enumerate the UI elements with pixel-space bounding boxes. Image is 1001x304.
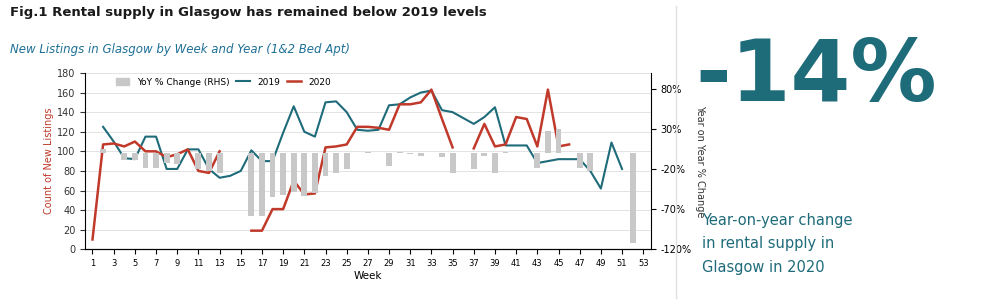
Bar [343,153,349,169]
Bar [481,153,487,156]
Bar [535,153,541,168]
Bar [545,131,551,153]
Bar [333,153,339,173]
Bar [301,153,307,195]
Bar [365,151,370,153]
Bar [470,153,476,169]
Bar [174,153,180,164]
Bar [503,151,509,153]
Bar [588,153,594,171]
Bar [312,153,318,193]
Bar [280,153,286,195]
Bar [439,153,444,157]
Y-axis label: Count of New Listings: Count of New Listings [44,108,54,214]
Text: Year-on-year change
in rental supply in
Glasgow in 2020: Year-on-year change in rental supply in … [702,213,852,275]
Text: New Listings in Glasgow by Week and Year (1&2 Bed Apt): New Listings in Glasgow by Week and Year… [10,43,350,56]
Legend: YoY % Change (RHS), 2019, 2020: YoY % Change (RHS), 2019, 2020 [112,74,334,90]
Bar [121,153,127,160]
Bar [492,153,497,173]
Bar [100,149,106,153]
Bar [449,153,455,173]
Bar [132,153,138,160]
Bar [248,153,254,216]
Bar [291,153,296,192]
Bar [142,153,148,168]
Bar [322,153,328,175]
Bar [630,153,636,243]
Text: Fig.1 Rental supply in Glasgow has remained below 2019 levels: Fig.1 Rental supply in Glasgow has remai… [10,6,486,19]
Bar [153,153,159,168]
Bar [417,153,423,156]
Bar [386,153,392,166]
Bar [396,151,402,153]
Bar [556,129,562,153]
X-axis label: Week: Week [353,271,382,281]
Bar [259,153,265,216]
Bar [206,153,212,171]
Bar [195,153,201,169]
Y-axis label: Year on Year % Change: Year on Year % Change [696,105,706,217]
Bar [407,153,413,154]
Text: -14%: -14% [696,36,937,119]
Bar [216,153,222,173]
Bar [269,153,275,197]
Bar [577,153,583,168]
Bar [164,153,169,163]
